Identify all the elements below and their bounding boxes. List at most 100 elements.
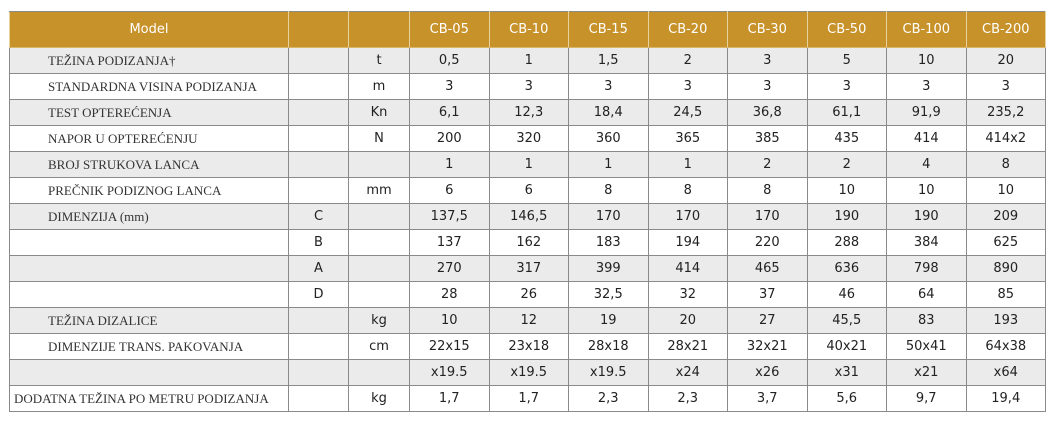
value-cell: 3,7 — [727, 385, 808, 412]
row-label — [9, 229, 289, 256]
row-unit — [348, 203, 410, 230]
model-header-cb-200: CB-200 — [965, 11, 1046, 48]
table-row: TEŽINA PODIZANJA† t 0,5 1 1,5 2 3 5 10 20 — [9, 47, 1046, 74]
value-cell: 3 — [488, 73, 569, 100]
value-cell: 5 — [806, 47, 887, 74]
value-cell: 1,5 — [568, 47, 649, 74]
value-cell: 12 — [488, 307, 569, 334]
row-unit: cm — [348, 333, 410, 360]
table-row: DODATNA TEŽINA PO METRU PODIZANJA kg 1,7 1,… — [9, 385, 1046, 412]
value-cell: 636 — [806, 255, 887, 282]
value-cell: 190 — [806, 203, 887, 230]
value-cell: 0,5 — [409, 47, 490, 74]
value-cell: 1 — [488, 151, 569, 178]
row-sublabel — [288, 359, 349, 386]
value-cell: x26 — [727, 359, 808, 386]
value-cell: 200 — [409, 125, 490, 152]
row-label — [9, 255, 289, 282]
row-sublabel — [288, 47, 349, 74]
value-cell: 24,5 — [647, 99, 728, 126]
value-cell: 64x38 — [965, 333, 1046, 360]
value-cell: 8 — [647, 177, 728, 204]
value-cell: 23x18 — [488, 333, 569, 360]
value-cell: 193 — [965, 307, 1046, 334]
value-cell: 27 — [727, 307, 808, 334]
value-cell: 50x41 — [886, 333, 967, 360]
value-cell: 2 — [806, 151, 887, 178]
value-cell: 170 — [647, 203, 728, 230]
row-sublabel — [288, 99, 349, 126]
value-cell: 162 — [488, 229, 569, 256]
value-cell: 37 — [727, 281, 808, 308]
value-cell: 8 — [727, 177, 808, 204]
value-cell: 625 — [965, 229, 1046, 256]
value-cell: 385 — [727, 125, 808, 152]
row-label — [9, 359, 289, 386]
row-sublabel — [288, 125, 349, 152]
value-cell: 146,5 — [488, 203, 569, 230]
row-unit: Kn — [348, 99, 410, 126]
row-unit: kg — [348, 307, 410, 334]
value-cell: 137 — [409, 229, 490, 256]
table-row: A 270 317 399 414 465 636 798 890 — [9, 255, 1046, 282]
row-unit — [348, 255, 410, 282]
value-cell: 465 — [727, 255, 808, 282]
row-label: NAPOR U OPTEREĆENJU — [9, 125, 289, 152]
row-unit — [348, 359, 410, 386]
row-label: PREČNIK PODIZNOG LANCA — [9, 177, 289, 204]
value-cell: 28 — [409, 281, 490, 308]
value-cell: 19 — [568, 307, 649, 334]
value-cell: 32,5 — [568, 281, 649, 308]
value-cell: 365 — [647, 125, 728, 152]
row-unit — [348, 151, 410, 178]
table-row: TEST OPTEREĆENJA Kn 6,1 12,3 18,4 24,5 36,8 61,… — [9, 99, 1046, 126]
model-header-cb-05: CB-05 — [409, 11, 490, 48]
value-cell: 414 — [647, 255, 728, 282]
value-cell: 3 — [647, 73, 728, 100]
value-cell: 22x15 — [409, 333, 490, 360]
value-cell: 10 — [409, 307, 490, 334]
row-label: TEST OPTEREĆENJA — [9, 99, 289, 126]
value-cell: 137,5 — [409, 203, 490, 230]
value-cell: 91,9 — [886, 99, 967, 126]
value-cell: 18,4 — [568, 99, 649, 126]
value-cell: x19.5 — [568, 359, 649, 386]
value-cell: 40x21 — [806, 333, 887, 360]
value-cell: 220 — [727, 229, 808, 256]
value-cell: 28x18 — [568, 333, 649, 360]
specifications-table: Model CB-05 CB-10 CB-15 CB-20 CB-30 CB-50 CB-1… — [9, 11, 1046, 412]
value-cell: 190 — [886, 203, 967, 230]
value-cell: x24 — [647, 359, 728, 386]
value-cell: 414 — [886, 125, 967, 152]
value-cell: 2 — [727, 151, 808, 178]
value-cell: 8 — [965, 151, 1046, 178]
value-cell: 3 — [409, 73, 490, 100]
value-cell: 435 — [806, 125, 887, 152]
value-cell: 10 — [965, 177, 1046, 204]
value-cell: 288 — [806, 229, 887, 256]
row-unit: mm — [348, 177, 410, 204]
table-row: B 137 162 183 194 220 288 384 625 — [9, 229, 1046, 256]
value-cell: 317 — [488, 255, 569, 282]
value-cell: 384 — [886, 229, 967, 256]
value-cell: 6 — [488, 177, 569, 204]
row-sublabel — [288, 385, 349, 412]
row-sublabel — [288, 177, 349, 204]
value-cell: 1,7 — [409, 385, 490, 412]
value-cell: 399 — [568, 255, 649, 282]
value-cell: x31 — [806, 359, 887, 386]
value-cell: 2 — [647, 47, 728, 74]
value-cell: 1 — [488, 47, 569, 74]
row-label: TEŽINA PODIZANJA† — [9, 47, 289, 74]
value-cell: 10 — [886, 177, 967, 204]
value-cell: 3 — [568, 73, 649, 100]
table-row: TEŽINA DIZALICE kg 10 12 19 20 27 45,5 83 193 — [9, 307, 1046, 334]
value-cell: 28x21 — [647, 333, 728, 360]
value-cell: 10 — [886, 47, 967, 74]
value-cell: 61,1 — [806, 99, 887, 126]
value-cell: 209 — [965, 203, 1046, 230]
value-cell: 798 — [886, 255, 967, 282]
row-sublabel — [288, 73, 349, 100]
model-header: Model — [9, 11, 289, 48]
value-cell: 10 — [806, 177, 887, 204]
